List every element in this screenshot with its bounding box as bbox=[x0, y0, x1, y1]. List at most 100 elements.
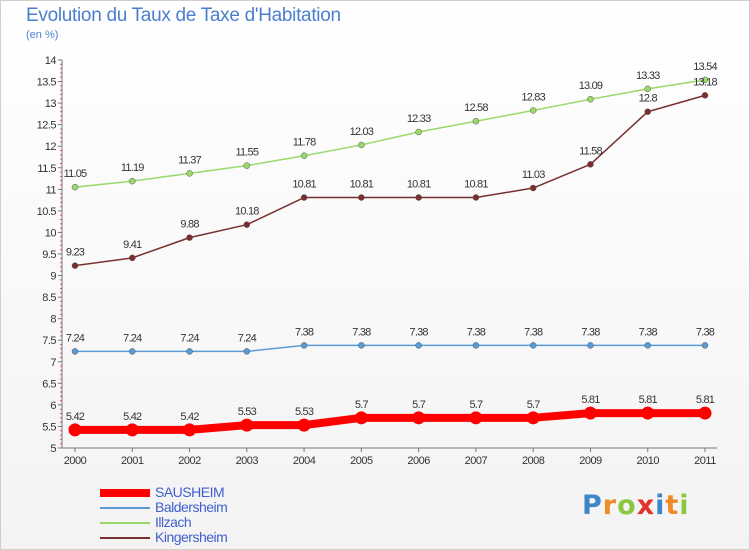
data-point-illzach bbox=[587, 95, 594, 103]
proxiti-logo: Proxiti bbox=[582, 490, 690, 521]
legend-item-sausheim: SAUSHEIM bbox=[100, 485, 227, 500]
data-point-sausheim bbox=[297, 418, 311, 432]
data-point-kingersheim bbox=[71, 262, 79, 269]
y-tick-label: 13.5 bbox=[37, 77, 57, 89]
data-label-baldersheim: 7.24 bbox=[180, 332, 199, 344]
data-label-baldersheim: 7.38 bbox=[639, 326, 658, 338]
data-point-sausheim bbox=[583, 406, 597, 420]
y-tick-label: 7 bbox=[50, 357, 56, 369]
data-label-illzach: 11.78 bbox=[293, 137, 316, 149]
data-point-kingersheim bbox=[243, 221, 251, 228]
y-tick-label: 7.5 bbox=[42, 335, 56, 347]
data-point-kingersheim bbox=[415, 194, 422, 201]
y-tick-label: 5.5 bbox=[42, 421, 56, 433]
logo-letter: i bbox=[655, 490, 666, 521]
series-lines bbox=[68, 76, 712, 437]
data-label-illzach: 12.83 bbox=[521, 91, 545, 103]
y-tick-label: 13 bbox=[45, 98, 57, 110]
y-tick-label: 6.5 bbox=[42, 378, 56, 390]
data-point-illzach bbox=[71, 183, 79, 191]
x-tick-label: 2008 bbox=[522, 455, 545, 467]
data-label-baldersheim: 7.24 bbox=[238, 332, 257, 344]
logo-letter: i bbox=[679, 490, 690, 521]
data-point-baldersheim bbox=[129, 348, 136, 355]
y-tick-label: 11.5 bbox=[37, 163, 56, 175]
data-label-illzach: 11.37 bbox=[178, 154, 201, 166]
data-label-baldersheim: 7.24 bbox=[66, 332, 85, 344]
data-label-baldersheim: 7.38 bbox=[352, 326, 371, 338]
data-label-sausheim: 5.81 bbox=[581, 394, 600, 406]
data-label-baldersheim: 7.38 bbox=[696, 326, 715, 338]
y-tick-label: 12.5 bbox=[37, 120, 57, 132]
data-label-illzach: 11.05 bbox=[64, 168, 87, 180]
data-point-kingersheim bbox=[529, 184, 537, 192]
logo-letter: o bbox=[617, 490, 637, 521]
data-point-sausheim bbox=[698, 406, 712, 420]
data-label-baldersheim: 7.24 bbox=[123, 332, 142, 344]
data-point-baldersheim bbox=[701, 342, 709, 349]
x-tick-label: 2002 bbox=[178, 455, 201, 467]
data-label-illzach: 12.58 bbox=[464, 102, 488, 114]
data-label-baldersheim: 7.38 bbox=[524, 326, 543, 338]
y-tick-label: 10 bbox=[45, 227, 57, 239]
data-point-baldersheim bbox=[587, 342, 594, 349]
data-label-sausheim: 5.42 bbox=[180, 411, 199, 423]
data-point-sausheim bbox=[125, 423, 139, 437]
legend-label: Baldersheim bbox=[155, 499, 228, 515]
data-point-kingersheim bbox=[472, 194, 480, 201]
data-point-baldersheim bbox=[300, 342, 308, 349]
data-label-sausheim: 5.53 bbox=[295, 406, 314, 418]
data-point-illzach bbox=[243, 162, 251, 169]
data-point-baldersheim bbox=[186, 348, 193, 355]
y-tick-label: 6 bbox=[50, 400, 56, 412]
data-label-illzach: 12.33 bbox=[407, 113, 431, 125]
data-point-kingersheim bbox=[644, 108, 651, 115]
legend-item-baldersheim: Baldersheim bbox=[100, 499, 228, 515]
data-point-illzach bbox=[186, 170, 193, 177]
x-tick-label: 2004 bbox=[293, 455, 316, 467]
series-line-illzach bbox=[74, 79, 706, 188]
data-label-kingersheim: 11.58 bbox=[579, 145, 602, 157]
data-label-illzach: 13.33 bbox=[636, 70, 660, 82]
data-point-sausheim bbox=[240, 418, 254, 432]
series-line-kingersheim bbox=[74, 94, 706, 267]
data-label-baldersheim: 7.38 bbox=[410, 326, 429, 338]
legend-label: Kingersheim bbox=[155, 529, 228, 545]
data-label-kingersheim: 10.81 bbox=[464, 179, 488, 191]
legend-swatch bbox=[100, 536, 150, 539]
data-point-baldersheim bbox=[472, 342, 480, 349]
legend-swatch bbox=[100, 506, 150, 509]
data-point-illzach bbox=[701, 76, 709, 84]
data-label-sausheim: 5.7 bbox=[469, 399, 483, 411]
data-point-illzach bbox=[300, 152, 308, 159]
logo-letter: r bbox=[602, 490, 618, 521]
data-point-illzach bbox=[129, 177, 136, 185]
data-point-kingersheim bbox=[587, 161, 594, 168]
x-tick-label: 2003 bbox=[236, 455, 259, 467]
x-tick-label: 2011 bbox=[694, 455, 716, 467]
data-label-sausheim: 5.7 bbox=[355, 399, 369, 411]
series-line-baldersheim bbox=[75, 344, 705, 353]
data-point-baldersheim bbox=[71, 348, 79, 355]
x-tick-label: 2000 bbox=[64, 455, 87, 467]
data-point-baldersheim bbox=[358, 342, 365, 349]
data-point-baldersheim bbox=[243, 348, 251, 355]
legend-swatch bbox=[100, 488, 150, 497]
data-label-sausheim: 5.42 bbox=[123, 411, 142, 423]
data-label-kingersheim: 10.81 bbox=[292, 179, 316, 191]
data-point-kingersheim bbox=[300, 194, 308, 201]
y-tick-label: 12 bbox=[45, 141, 57, 153]
logo-letter: t bbox=[665, 490, 680, 521]
x-tick-label: 2009 bbox=[579, 455, 602, 467]
data-label-baldersheim: 7.38 bbox=[581, 326, 600, 338]
data-point-baldersheim bbox=[415, 342, 422, 349]
y-tick-label: 10.5 bbox=[37, 206, 57, 218]
x-tick-label: 2007 bbox=[465, 455, 488, 467]
data-label-kingersheim: 10.81 bbox=[350, 179, 374, 191]
y-tick-label: 11 bbox=[46, 184, 57, 196]
x-tick-label: 2005 bbox=[350, 455, 373, 467]
data-point-baldersheim bbox=[529, 342, 537, 349]
data-label-kingersheim: 10.81 bbox=[407, 179, 431, 191]
